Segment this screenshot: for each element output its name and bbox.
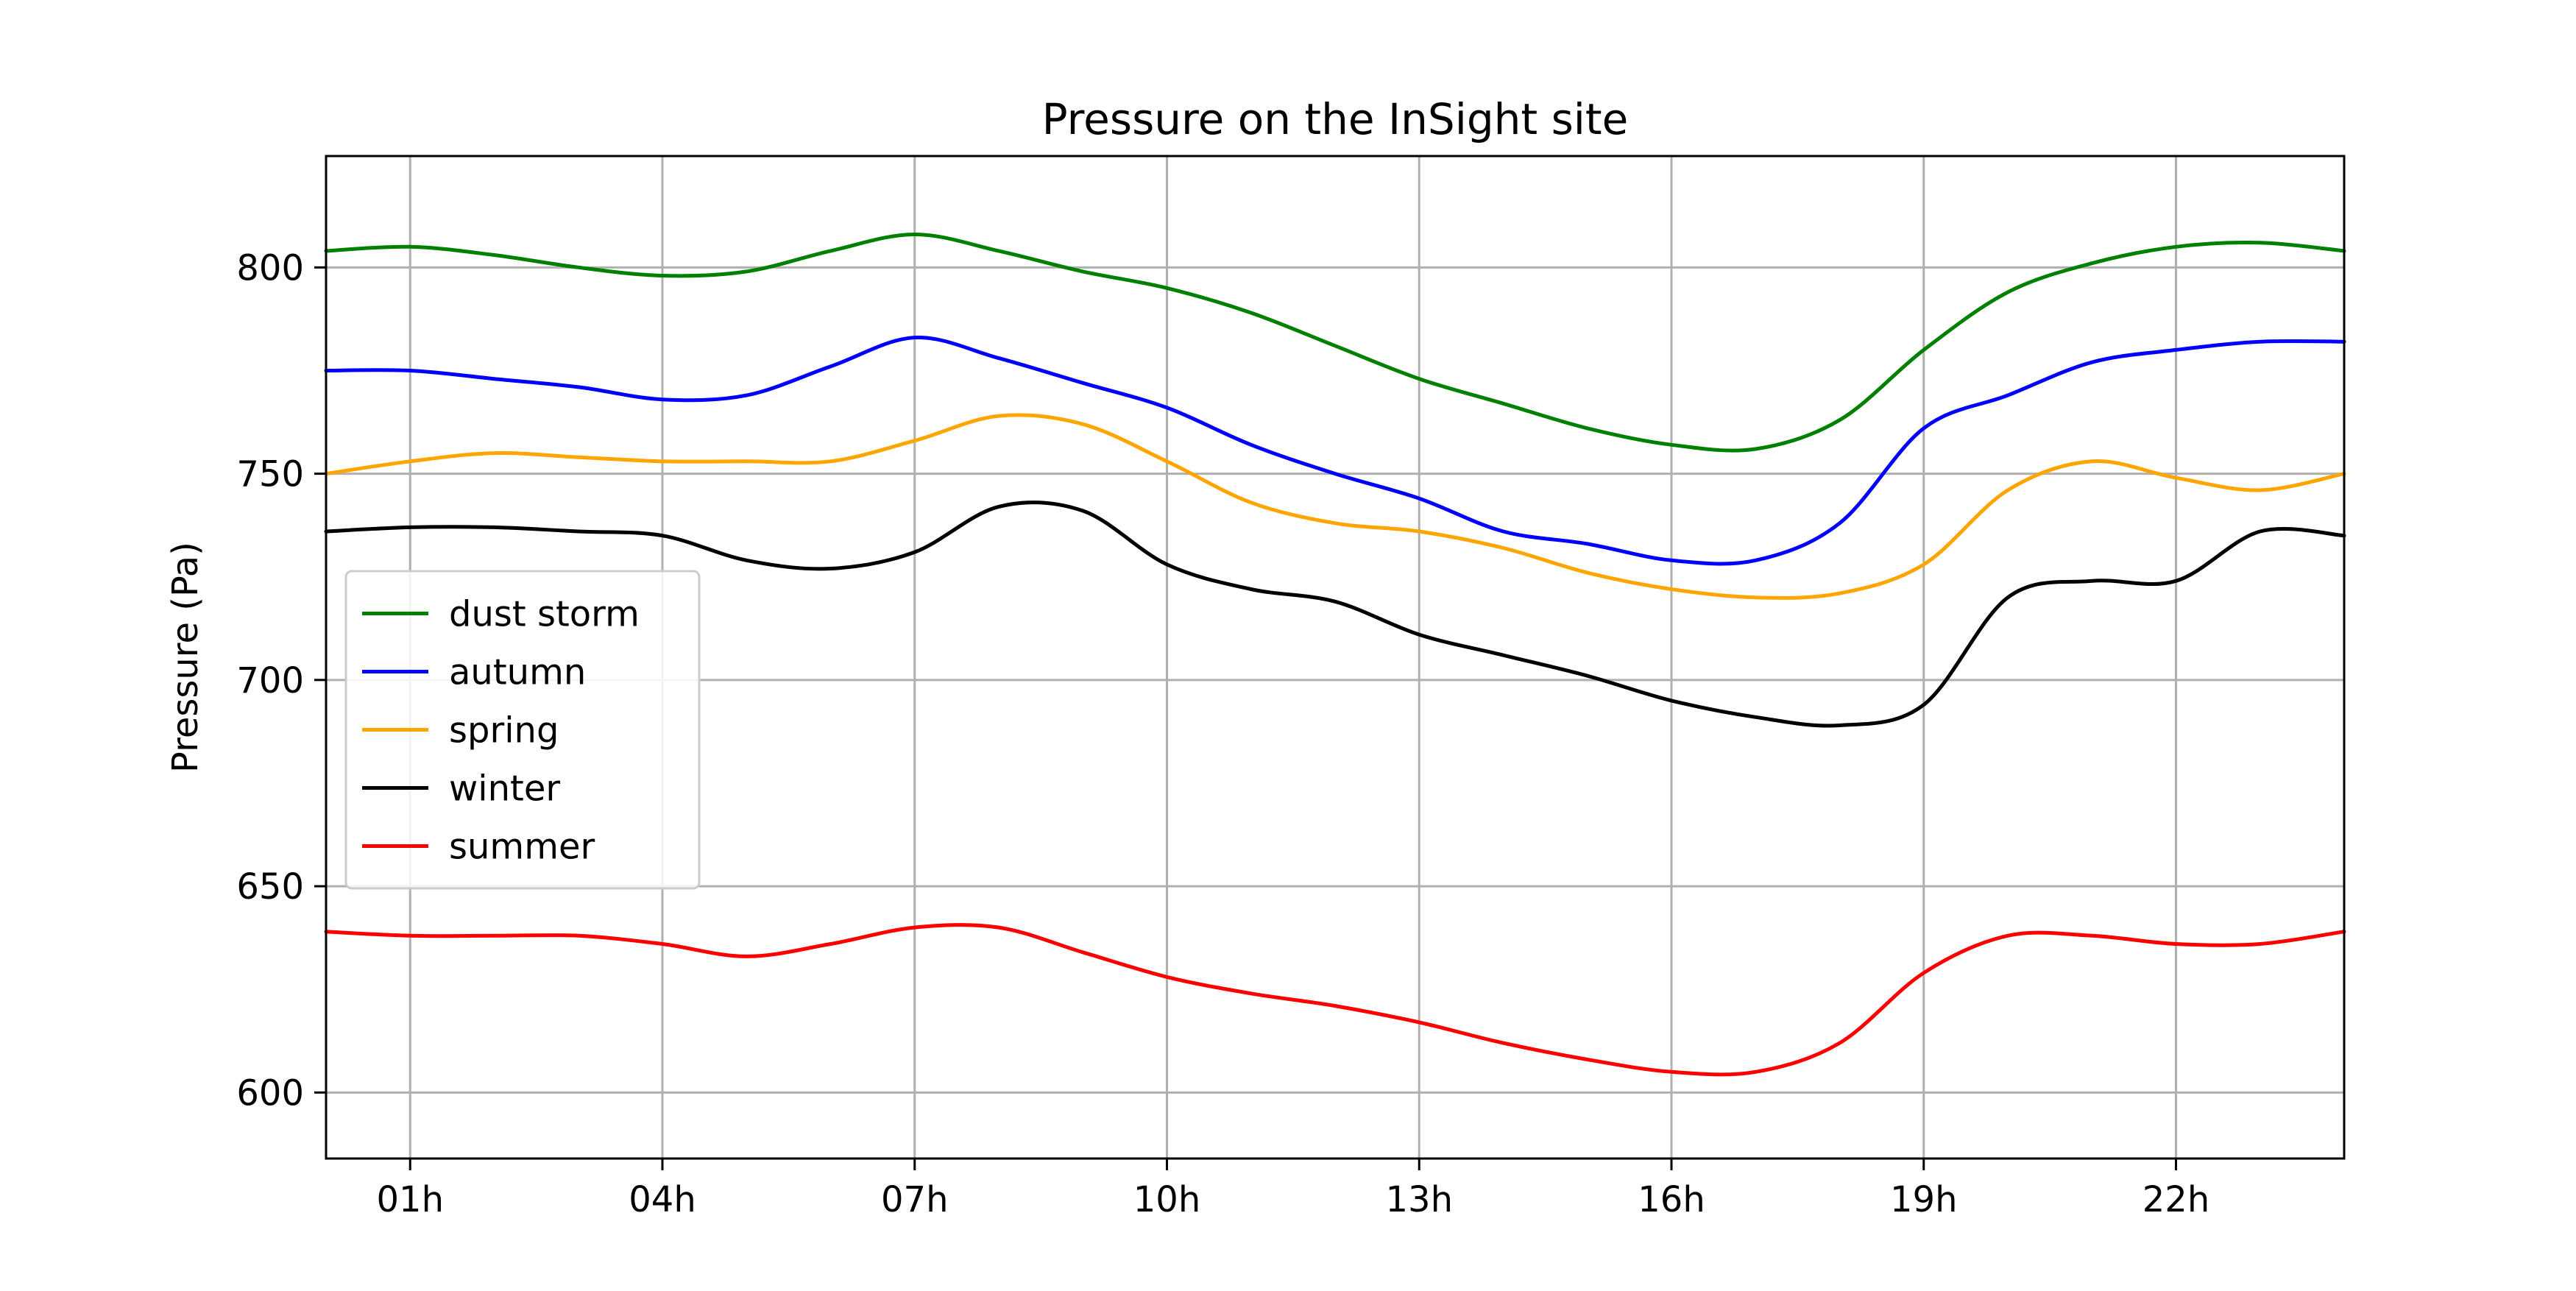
series-line-dust-storm <box>324 233 2346 453</box>
x-axis-ticks: 01h 04h 07h 10h 13h 16h 19h 22h <box>377 1159 2210 1220</box>
x-tick-label: 07h <box>881 1179 949 1220</box>
chart-title: Pressure on the InSight site <box>1042 94 1629 144</box>
x-tick-label: 01h <box>377 1179 445 1220</box>
series-lines <box>324 233 2346 1077</box>
x-tick-label: 19h <box>1890 1179 1958 1220</box>
series-line-spring <box>324 413 2346 600</box>
legend-label-dust-storm: dust storm <box>449 594 640 635</box>
x-tick-label: 10h <box>1133 1179 1201 1220</box>
x-tick-label: 16h <box>1638 1179 1705 1220</box>
x-tick-label: 13h <box>1386 1179 1454 1220</box>
y-tick-label: 650 <box>236 866 304 908</box>
legend-label-autumn: autumn <box>449 652 586 693</box>
series-line-autumn <box>324 336 2346 566</box>
y-tick-label: 800 <box>236 247 304 289</box>
y-tick-label: 600 <box>236 1072 304 1114</box>
plot-frame <box>325 155 2346 1160</box>
x-tick-label: 04h <box>629 1179 696 1220</box>
y-tick-label: 750 <box>236 454 304 495</box>
legend-label-spring: spring <box>449 710 559 751</box>
y-axis-ticks: 600 650 700 750 800 <box>236 247 326 1114</box>
legend-label-summer: summer <box>449 827 595 868</box>
legend: dust storm autumn spring winter summer <box>344 570 701 890</box>
series-line-summer <box>324 923 2346 1077</box>
y-tick-label: 700 <box>236 660 304 701</box>
legend-box <box>344 570 701 890</box>
legend-items: dust storm autumn spring winter summer <box>362 594 640 868</box>
series-line-winter <box>324 501 2346 728</box>
legend-label-winter: winter <box>449 768 560 810</box>
y-axis-label: Pressure (Pa) <box>165 542 206 773</box>
x-tick-label: 22h <box>2142 1179 2210 1220</box>
